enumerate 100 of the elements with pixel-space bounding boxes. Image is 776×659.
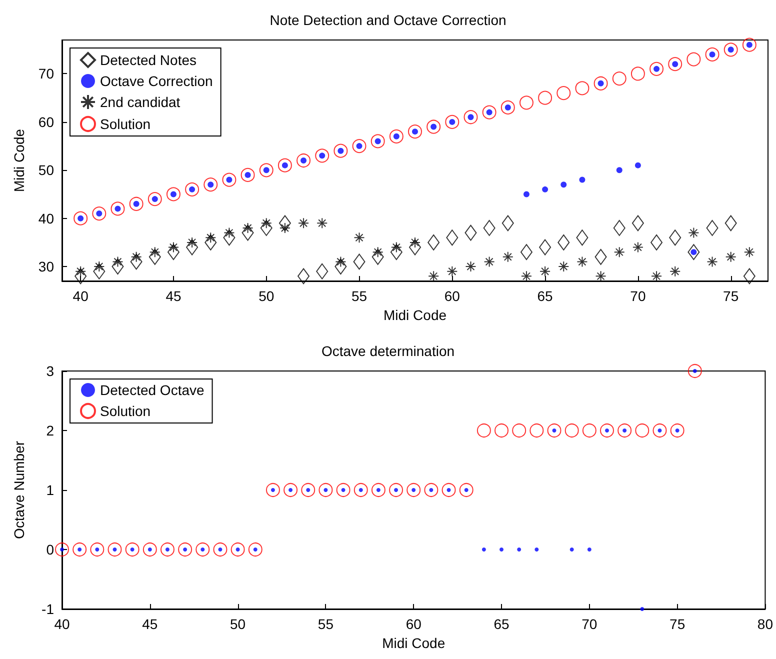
point — [160, 542, 174, 556]
point — [484, 256, 495, 268]
point — [570, 548, 574, 552]
x-tick-label: 65 — [537, 288, 554, 304]
y-tick-label: 3 — [46, 363, 54, 379]
point — [459, 483, 474, 497]
point — [482, 105, 496, 120]
point — [594, 76, 608, 90]
point — [354, 483, 368, 497]
point — [612, 72, 626, 86]
chart-title: Octave determination — [321, 343, 455, 359]
point — [576, 230, 588, 246]
point — [560, 182, 567, 188]
point — [298, 218, 310, 229]
point — [670, 266, 681, 277]
point — [240, 168, 255, 182]
point — [406, 483, 421, 497]
point — [502, 251, 514, 262]
point — [260, 220, 272, 236]
point — [110, 202, 125, 216]
legend-label: Detected Octave — [100, 382, 204, 398]
point — [230, 542, 245, 556]
point — [318, 483, 333, 497]
legend-label: Solution — [100, 403, 151, 419]
point — [352, 139, 366, 154]
point — [334, 258, 347, 275]
point — [483, 220, 496, 236]
point — [248, 542, 262, 556]
point — [72, 542, 87, 556]
point — [74, 211, 88, 226]
y-tick-label: 2 — [46, 422, 54, 438]
point — [539, 239, 552, 256]
point — [278, 158, 292, 172]
point — [148, 248, 161, 265]
point — [616, 167, 622, 174]
y-tick-label: 1 — [46, 482, 54, 498]
point — [534, 548, 539, 552]
point — [520, 270, 532, 282]
point — [670, 424, 684, 438]
point — [688, 227, 700, 238]
point — [500, 548, 504, 552]
point — [389, 483, 404, 497]
y-axis-title: Midi Code — [11, 128, 27, 192]
point — [476, 424, 491, 438]
point — [298, 268, 310, 284]
point — [502, 215, 514, 232]
legend-label: 2nd candidat — [100, 94, 180, 110]
point — [108, 542, 122, 556]
x-tick-label: 50 — [230, 616, 246, 632]
point — [512, 424, 526, 438]
point — [408, 124, 422, 139]
point — [130, 254, 142, 270]
point — [167, 244, 180, 260]
point — [523, 191, 530, 198]
point — [500, 100, 515, 114]
point — [446, 266, 458, 277]
point — [464, 110, 478, 124]
point — [112, 258, 124, 275]
point — [370, 134, 385, 148]
point — [242, 224, 254, 241]
point — [74, 268, 87, 284]
point — [465, 261, 476, 272]
x-tick-label: 45 — [142, 616, 158, 632]
point — [90, 542, 104, 556]
y-tick-label: 70 — [38, 66, 54, 82]
point — [389, 129, 404, 144]
point — [446, 230, 458, 246]
point — [600, 424, 614, 438]
x-tick-label: 40 — [72, 288, 89, 304]
point — [651, 270, 662, 282]
point — [547, 424, 562, 438]
x-tick-label: 75 — [723, 288, 739, 304]
point — [196, 542, 210, 556]
point — [705, 47, 720, 62]
point — [142, 542, 157, 556]
point — [650, 234, 663, 250]
point — [125, 542, 140, 556]
x-tick-label: 80 — [757, 616, 774, 632]
x-tick-label: 60 — [444, 288, 460, 304]
point — [259, 163, 274, 178]
point — [517, 548, 522, 552]
point — [204, 178, 218, 192]
point — [630, 66, 645, 81]
point — [148, 192, 162, 206]
point — [743, 268, 756, 284]
point — [576, 256, 588, 268]
point — [278, 215, 291, 232]
point — [594, 248, 607, 265]
point — [520, 244, 532, 260]
point — [336, 483, 350, 497]
point — [652, 424, 667, 438]
point — [371, 483, 386, 497]
y-tick-label: 40 — [38, 210, 54, 226]
point — [686, 52, 701, 66]
point — [587, 548, 592, 552]
point — [222, 172, 236, 187]
point — [334, 144, 348, 158]
point — [614, 246, 625, 258]
point — [284, 483, 298, 497]
point — [482, 548, 486, 552]
